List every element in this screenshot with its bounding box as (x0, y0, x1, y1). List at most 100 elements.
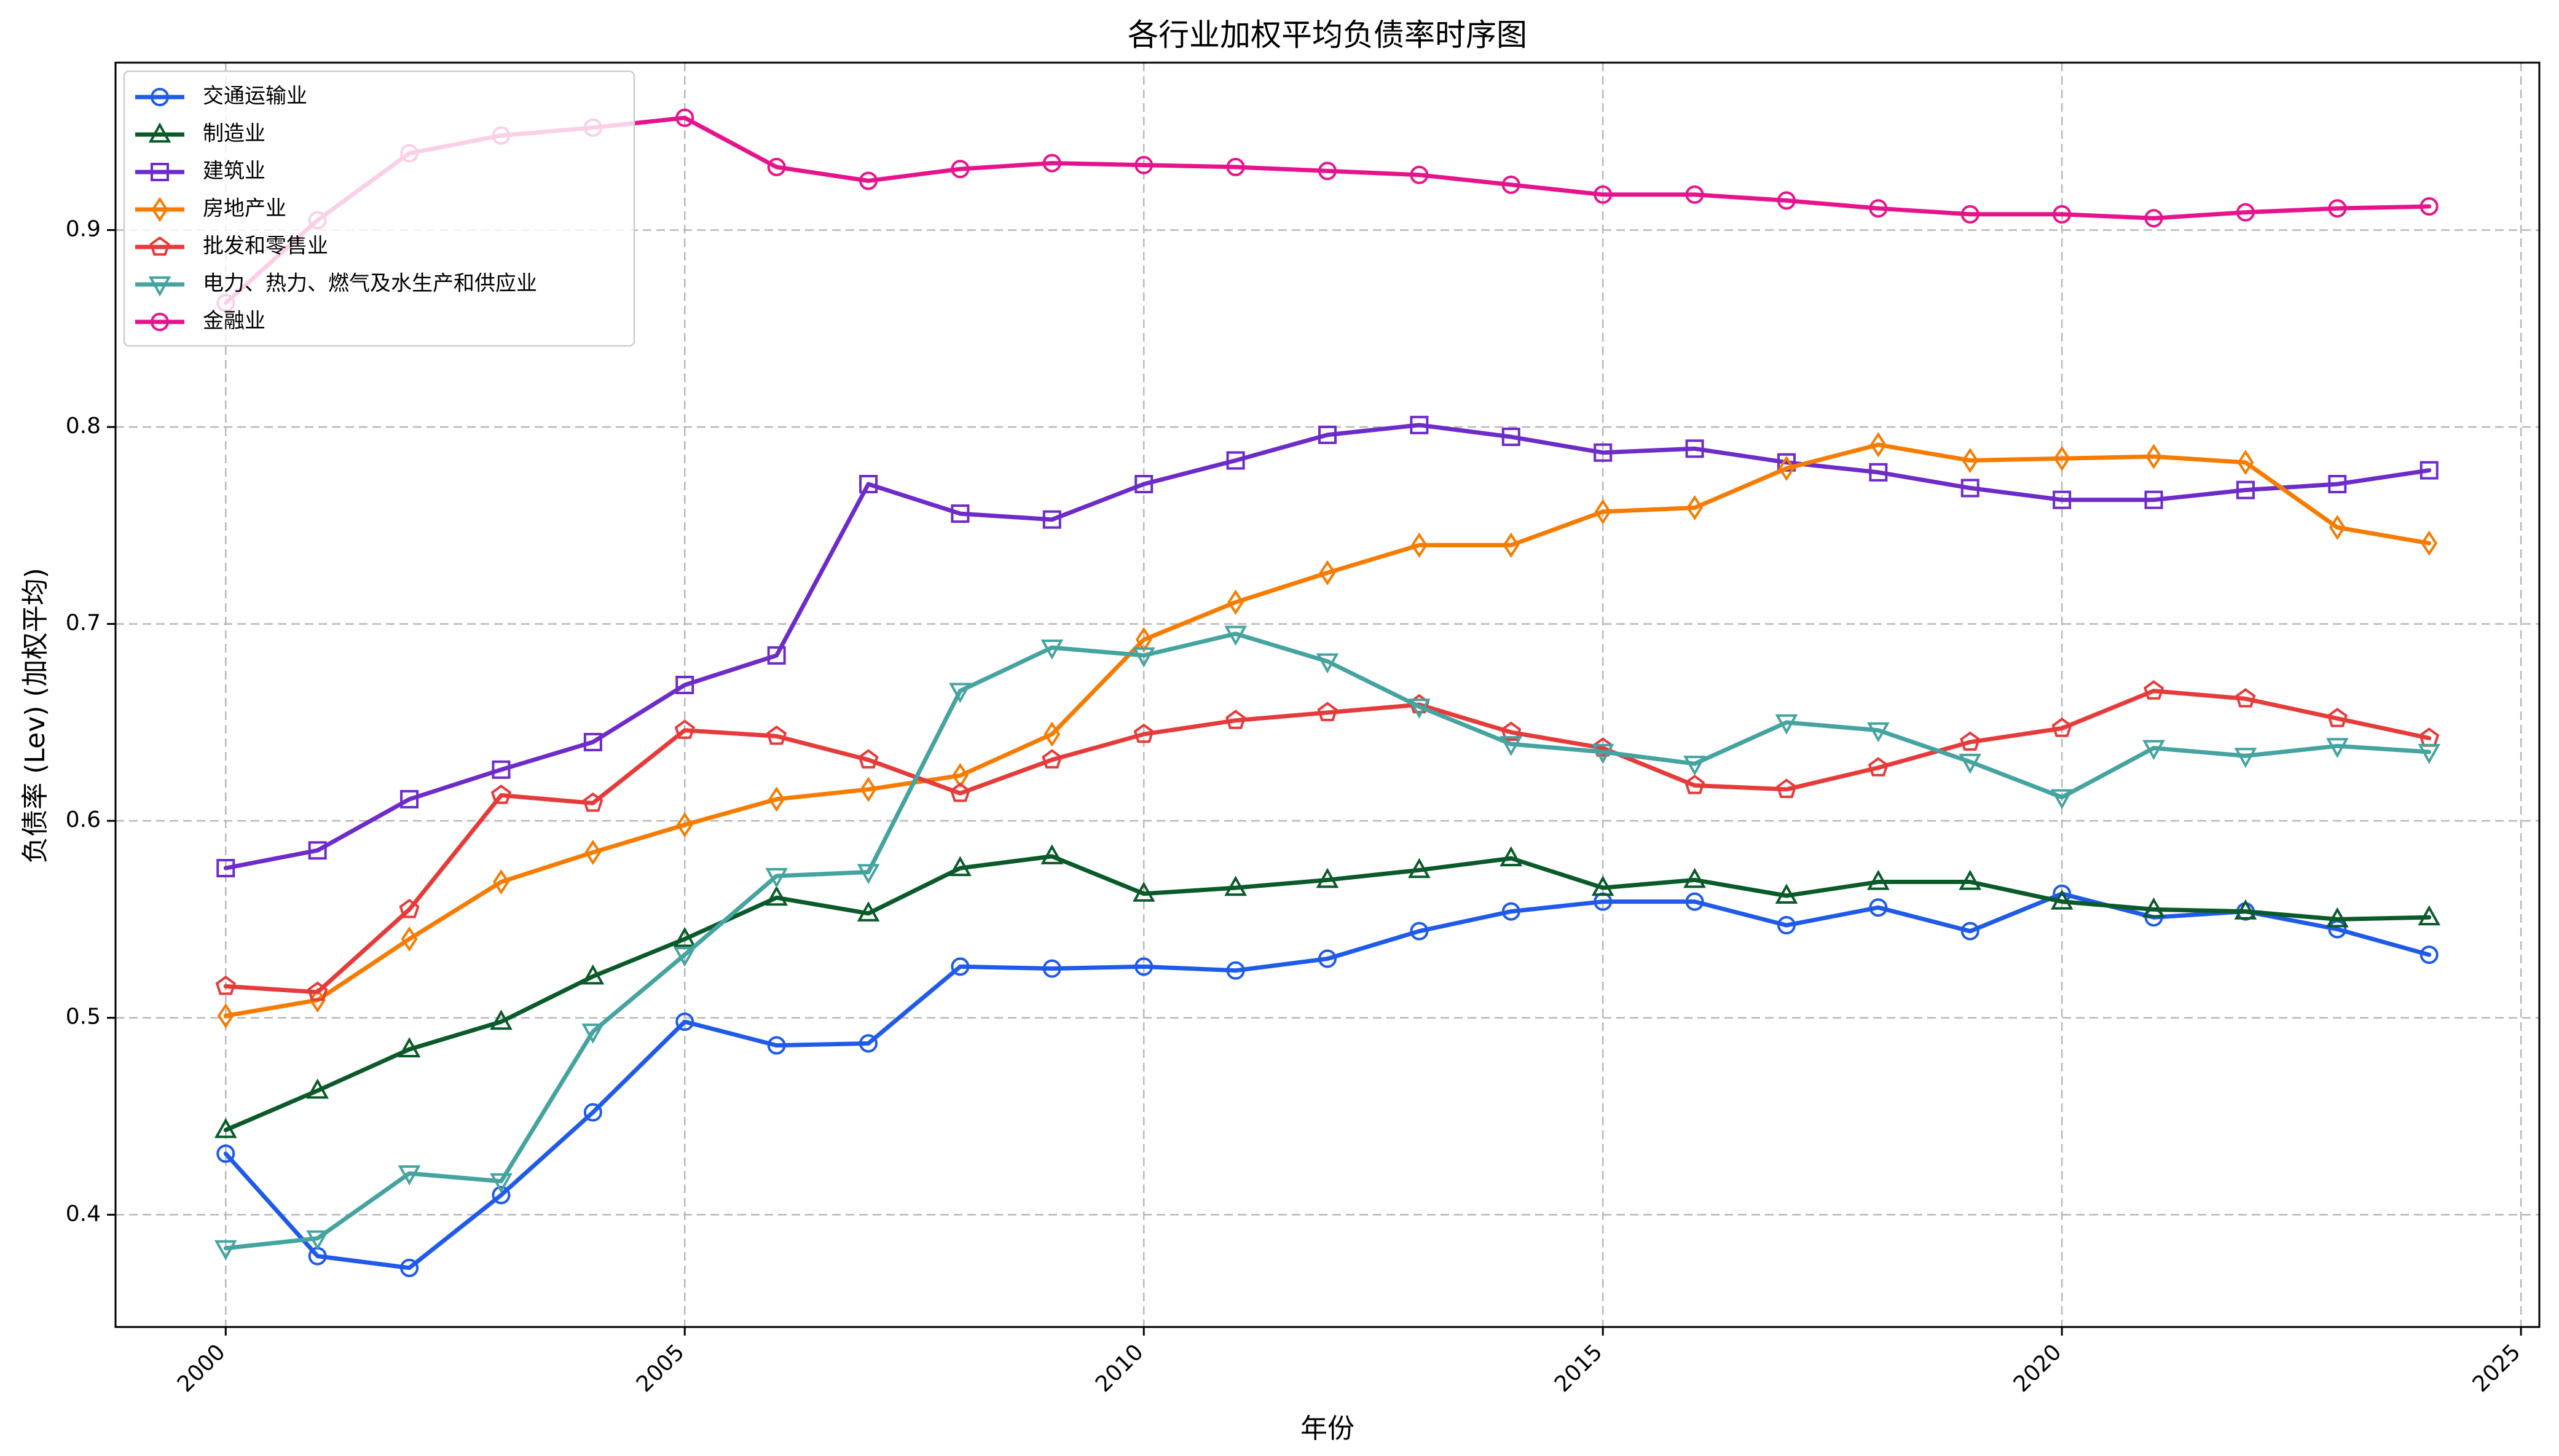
data-point (1319, 560, 1336, 585)
data-point (2328, 199, 2347, 218)
legend-label: 金融业 (203, 309, 265, 334)
legend-label: 交通运输业 (203, 84, 307, 109)
legend-marker (148, 122, 171, 143)
data-point (1777, 916, 1796, 935)
legend-label: 电力、热力、燃气及水生产和供应业 (203, 272, 537, 296)
data-point (1500, 736, 1523, 756)
data-point (1959, 869, 1982, 890)
data-point (398, 1165, 421, 1186)
data-point (767, 646, 786, 665)
data-point (1317, 702, 1338, 721)
data-point (675, 108, 694, 127)
y-tick-label: 0.4 (66, 1201, 101, 1226)
data-point (949, 782, 970, 802)
data-point (1318, 425, 1337, 444)
legend-item: 金融业 (135, 309, 265, 334)
plot-frame (114, 61, 2541, 1328)
data-point (2418, 743, 2441, 764)
data-point (858, 749, 879, 769)
series-6 (214, 625, 2441, 1261)
data-point (400, 1258, 419, 1277)
data-point (1501, 428, 1520, 447)
data-point (1685, 892, 1704, 911)
series-4 (217, 432, 2438, 1029)
data-point (2145, 444, 2162, 469)
series-line (223, 423, 2432, 871)
data-point (490, 785, 512, 804)
data-point (1594, 185, 1613, 204)
data-point (1225, 710, 1246, 729)
data-point (400, 789, 419, 808)
data-point (1133, 723, 1154, 743)
data-point (951, 160, 970, 179)
data-point (2050, 889, 2074, 910)
data-point (767, 1036, 786, 1055)
data-point (217, 1003, 234, 1029)
data-point (952, 762, 969, 788)
data-point (1683, 756, 1706, 776)
data-point (583, 1103, 602, 1122)
data-point (2421, 530, 2438, 556)
data-point (2234, 748, 2257, 769)
series-layer (214, 108, 2441, 1277)
data-point (949, 856, 972, 877)
data-point (951, 504, 970, 523)
data-point (1410, 922, 1429, 941)
data-point (1501, 175, 1520, 194)
data-point (675, 675, 694, 694)
data-point (2144, 209, 2163, 228)
data-point (1134, 475, 1154, 493)
y-tick-label: 0.5 (66, 1004, 101, 1030)
data-point (767, 157, 786, 176)
y-tick-label: 0.9 (66, 216, 101, 241)
data-point (214, 1240, 237, 1261)
data-point (1316, 867, 1339, 888)
data-point (1960, 205, 1979, 224)
data-point (1407, 858, 1431, 879)
data-point (1775, 883, 1798, 904)
data-point (1410, 415, 1429, 434)
data-point (1132, 882, 1155, 902)
data-point (1042, 959, 1061, 978)
data-point (2051, 718, 2072, 737)
data-point (1686, 495, 1703, 521)
legend-item: 制造业 (135, 122, 265, 146)
legend-label: 建筑业 (203, 159, 265, 184)
data-point (1594, 499, 1611, 525)
data-point (216, 859, 235, 878)
data-point (2142, 897, 2165, 918)
data-point (1224, 875, 1248, 896)
data-point (399, 899, 420, 918)
data-point (1134, 957, 1154, 976)
series-3 (216, 415, 2439, 878)
data-point (2419, 461, 2439, 480)
data-point (1868, 757, 1889, 777)
data-point (1960, 922, 1979, 941)
legend-item: 交通运输业 (135, 84, 307, 109)
y-tick-label: 0.6 (66, 807, 101, 832)
data-point (2325, 907, 2349, 928)
series-2 (214, 844, 2441, 1138)
legend-marker (149, 236, 170, 256)
data-point (2328, 475, 2347, 493)
data-point (1410, 532, 1428, 558)
data-point (490, 1173, 513, 1194)
data-point (1778, 455, 1795, 481)
data-point (581, 964, 605, 985)
series-line (223, 632, 2432, 1251)
legend-label: 房地产业 (203, 197, 286, 221)
data-point (1866, 869, 1890, 890)
data-point (765, 885, 788, 906)
x-axis-label: 年份 (1300, 1413, 1354, 1444)
data-point (859, 171, 878, 190)
data-point (765, 867, 788, 888)
data-point (1959, 753, 1982, 774)
data-point (306, 1230, 329, 1251)
data-point (398, 1037, 421, 1058)
data-point (673, 947, 696, 967)
data-point (2325, 738, 2349, 758)
legend-marker (151, 163, 169, 181)
data-point (766, 725, 787, 745)
data-point (308, 841, 327, 860)
data-point (1962, 447, 1979, 474)
